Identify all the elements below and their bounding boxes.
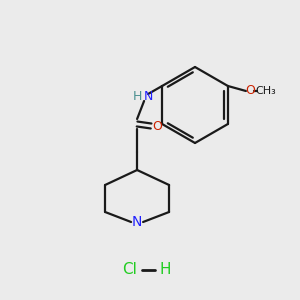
Text: N: N: [132, 215, 142, 229]
Text: O: O: [152, 119, 162, 133]
Text: O: O: [245, 85, 255, 98]
Text: N: N: [144, 89, 154, 103]
Text: CH₃: CH₃: [256, 86, 276, 96]
Text: H: H: [159, 262, 171, 278]
Text: H: H: [133, 89, 142, 103]
Text: Cl: Cl: [123, 262, 137, 278]
